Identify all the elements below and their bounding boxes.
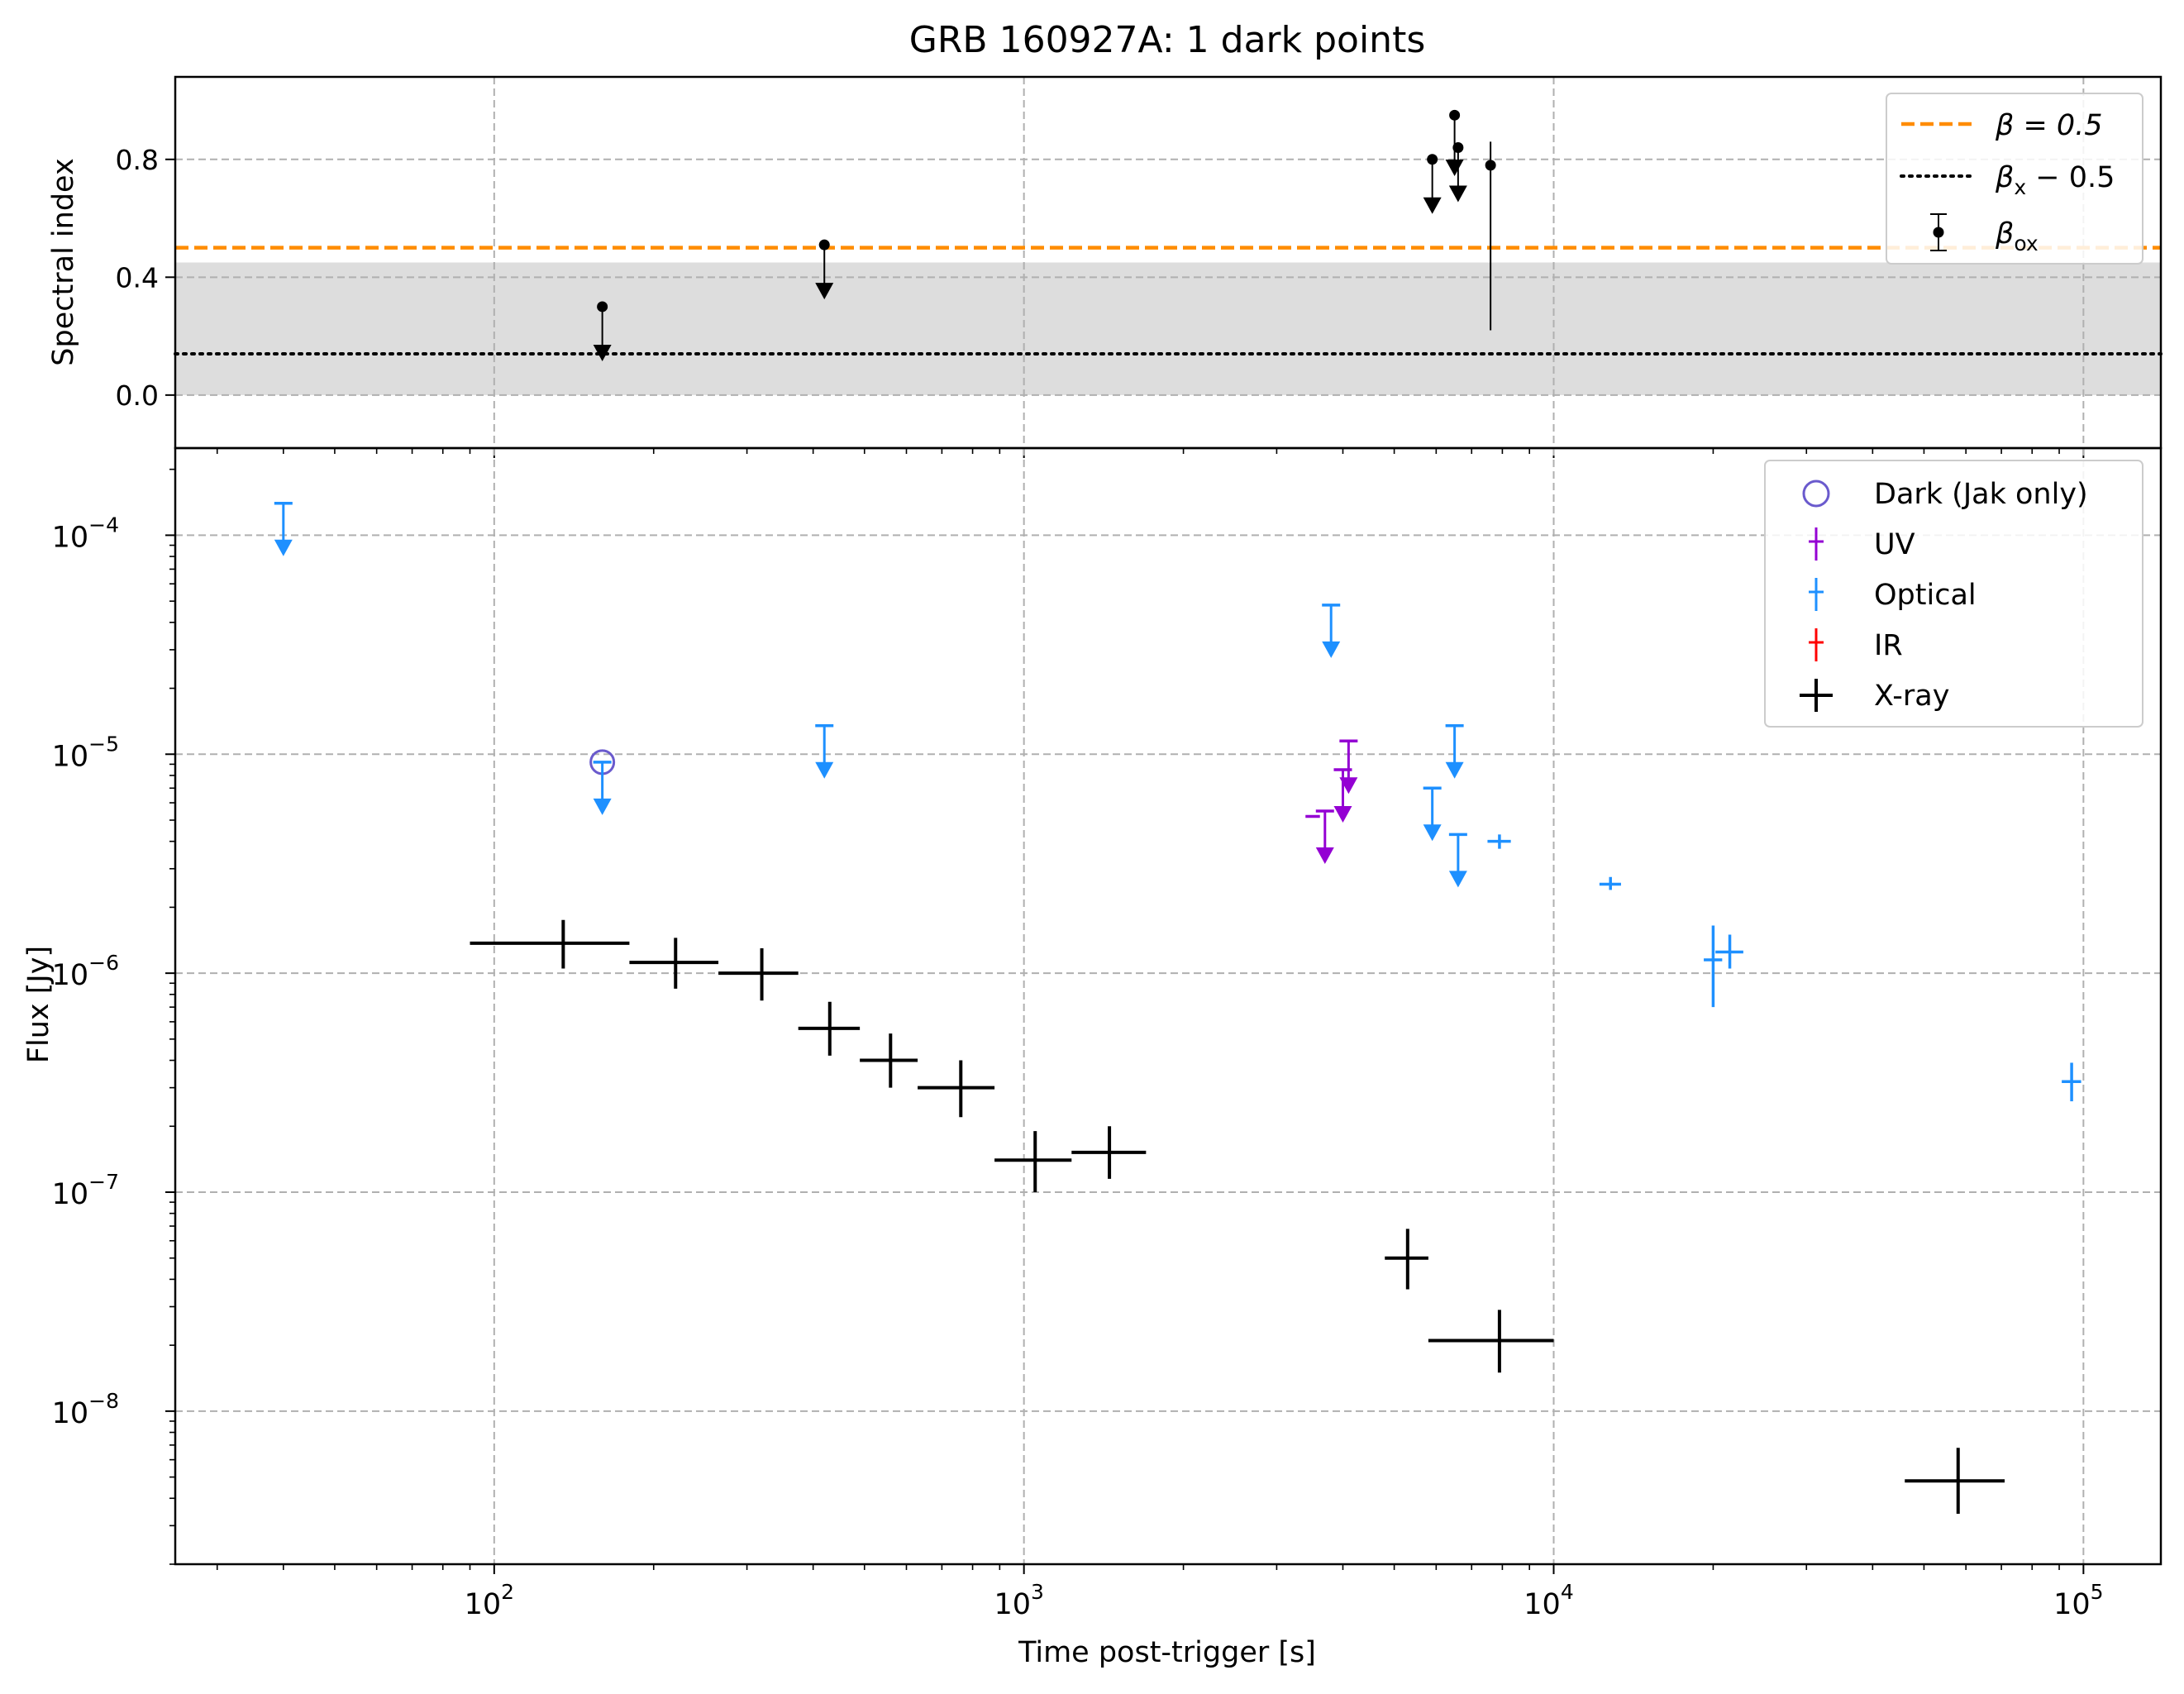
bottom-y-axis-label: Flux [Jy]: [22, 946, 55, 1063]
y-tick-label-exponent: −7: [88, 1170, 119, 1194]
beta-ox-upper-limit-head: [1448, 185, 1467, 203]
optical-upper-limit-head: [1445, 761, 1464, 779]
uv-upper-limit-head: [1333, 805, 1352, 823]
beta-ox-upper-limit-head: [1423, 197, 1442, 214]
legend-beta-ox-main: β: [1995, 217, 2014, 251]
legend-beta-ox-sub: ox: [2014, 231, 2038, 255]
x-tick-label-exponent: 3: [1031, 1580, 1044, 1604]
optical-upper-limit-head: [815, 761, 834, 779]
y-tick-label-exponent: −4: [88, 513, 119, 537]
uv-upper-limit-head: [1339, 777, 1358, 795]
bottom-legend-frame: [1764, 460, 2143, 728]
shaded-band: [175, 262, 2161, 395]
spectral-index-panel: 0.0 0.4 0.8 Spectral index β = 0.5 βx − 0.5…: [47, 75, 2163, 458]
bottom-plot-frame: [174, 446, 2163, 1566]
beta-ox-point: [1449, 109, 1461, 121]
legend-beta-ox-dot: [1933, 227, 1944, 238]
x-tick-label-exponent: 2: [501, 1580, 514, 1604]
uv-upper-limit-head: [1315, 847, 1334, 865]
bottom-legend: Dark (Jak only) UV Optical IR X-ray: [1764, 460, 2143, 728]
beta-ox-point: [1452, 142, 1464, 154]
legend-x-ray-label: X-ray: [1874, 680, 1949, 713]
beta-ox-point: [1485, 160, 1496, 171]
chart-title: GRB 160927A: 1 dark points: [909, 19, 1426, 61]
x-axis-label: Time post-trigger [s]: [1018, 1636, 1316, 1669]
beta-ox-point: [597, 301, 608, 313]
legend-beta-x-rest: − 0.5: [2026, 161, 2115, 194]
beta-ox-upper-limit-head: [1445, 160, 1464, 177]
beta-ox-upper-limit-head: [593, 344, 612, 361]
beta-ox-upper-limit-head: [815, 283, 834, 300]
legend-ir-label: IR: [1874, 629, 1903, 662]
x-tick-label-exponent: 5: [2091, 1580, 2104, 1604]
top-y-tick-label: 0.0: [116, 379, 159, 412]
legend-beta-x-main: β: [1995, 161, 2014, 194]
top-legend-frame: [1886, 93, 2143, 265]
optical-upper-limit-head: [274, 539, 293, 556]
optical-upper-limit-head: [1423, 824, 1442, 842]
beta-ox-point: [818, 239, 830, 251]
optical-upper-limit-head: [1322, 641, 1341, 658]
legend-beta-x-sub: x: [2014, 175, 2026, 199]
top-y-tick-label: 0.4: [116, 261, 159, 293]
legend-beta-ox-label: βox: [1995, 217, 2039, 255]
legend-beta-0.5-label: β = 0.5: [1995, 109, 2103, 142]
legend-dark-jak-only--label: Dark (Jak only): [1874, 478, 2088, 511]
legend-dark-jak-only--swatch: [1802, 480, 1830, 508]
legend-uv-label: UV: [1874, 528, 1915, 561]
beta-ox-point: [1427, 154, 1438, 165]
optical-upper-limit-head: [1448, 871, 1467, 888]
y-tick-label-exponent: −6: [88, 951, 119, 975]
top-y-tick-label: 0.8: [116, 144, 159, 176]
legend-beta-x-label: βx − 0.5: [1995, 161, 2115, 199]
y-tick-label-exponent: −8: [88, 1389, 119, 1413]
x-tick-label-exponent: 4: [1561, 1580, 1574, 1604]
legend-optical-label: Optical: [1874, 579, 1977, 612]
top-y-axis-label: Spectral index: [47, 158, 80, 365]
optical-upper-limit-head: [593, 798, 612, 815]
y-tick-label-exponent: −5: [88, 732, 119, 756]
